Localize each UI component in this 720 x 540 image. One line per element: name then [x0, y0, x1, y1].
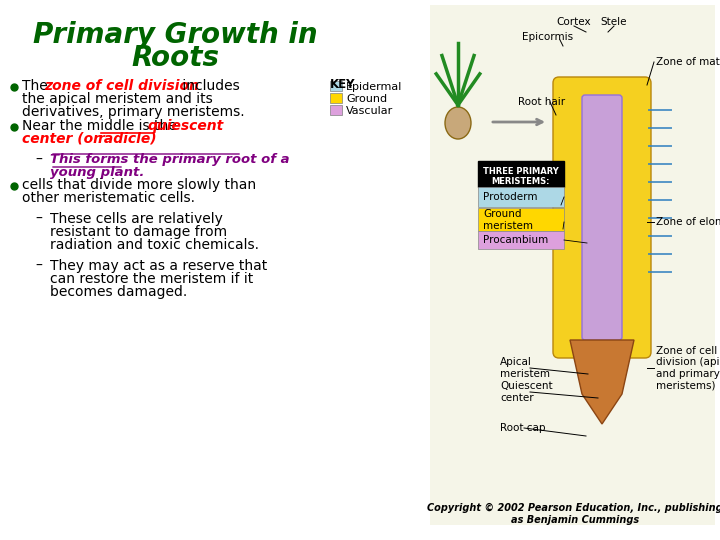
Text: Cortex: Cortex	[557, 17, 591, 27]
FancyBboxPatch shape	[330, 105, 342, 115]
Text: radiation and toxic chemicals.: radiation and toxic chemicals.	[50, 238, 259, 252]
Text: Roots: Roots	[131, 44, 219, 72]
Text: Zone of maturation: Zone of maturation	[656, 57, 720, 67]
Text: –: –	[35, 153, 42, 167]
Text: Root cap: Root cap	[500, 423, 546, 433]
Text: Ground: Ground	[346, 94, 387, 104]
Text: includes: includes	[178, 79, 240, 93]
Text: Primary Growth in: Primary Growth in	[32, 21, 318, 49]
Text: Procambium: Procambium	[483, 235, 548, 245]
Text: derivatives, primary meristems.: derivatives, primary meristems.	[22, 105, 245, 119]
Text: Protoderm: Protoderm	[483, 192, 538, 202]
Text: Apical
meristem: Apical meristem	[500, 357, 550, 379]
Text: can restore the meristem if it: can restore the meristem if it	[50, 272, 253, 286]
Text: Vascular: Vascular	[346, 106, 393, 116]
Text: other meristematic cells.: other meristematic cells.	[22, 191, 195, 205]
FancyBboxPatch shape	[557, 88, 651, 342]
Text: resistant to damage from: resistant to damage from	[50, 225, 227, 239]
Text: They may act as a reserve that: They may act as a reserve that	[50, 259, 267, 273]
Text: Near the middle is the: Near the middle is the	[22, 119, 181, 133]
Text: young plant.: young plant.	[50, 166, 145, 179]
Text: zone of cell division: zone of cell division	[44, 79, 199, 93]
Text: This forms the primary root of a: This forms the primary root of a	[50, 153, 289, 166]
Text: The: The	[22, 79, 52, 93]
Text: –: –	[35, 259, 42, 273]
Text: Ground
meristem: Ground meristem	[483, 209, 533, 231]
Text: THREE PRIMARY: THREE PRIMARY	[483, 166, 559, 176]
Text: Stele: Stele	[600, 17, 627, 27]
FancyBboxPatch shape	[478, 161, 564, 187]
Text: Root hair: Root hair	[518, 97, 565, 107]
Text: Epicormis: Epicormis	[523, 32, 574, 42]
Text: center (or: center (or	[22, 132, 114, 146]
FancyBboxPatch shape	[330, 93, 342, 103]
FancyBboxPatch shape	[478, 231, 564, 249]
Text: Quiescent
center: Quiescent center	[500, 381, 553, 403]
FancyBboxPatch shape	[330, 81, 342, 91]
Text: Zone of elongation: Zone of elongation	[656, 217, 720, 227]
Polygon shape	[570, 340, 634, 424]
Ellipse shape	[445, 107, 471, 139]
FancyBboxPatch shape	[478, 187, 564, 207]
Text: becomes damaged.: becomes damaged.	[50, 285, 187, 299]
Text: KEY: KEY	[330, 78, 356, 91]
FancyBboxPatch shape	[478, 208, 564, 231]
Text: Zone of cell
division (apical
and primary
meristems): Zone of cell division (apical and primar…	[656, 346, 720, 390]
Text: Epidermal: Epidermal	[346, 82, 402, 92]
Text: the apical meristem and its: the apical meristem and its	[22, 92, 212, 106]
FancyBboxPatch shape	[582, 95, 622, 340]
FancyBboxPatch shape	[553, 77, 651, 358]
Text: cells that divide more slowly than: cells that divide more slowly than	[22, 178, 256, 192]
Text: MERISTEMS:: MERISTEMS:	[492, 177, 550, 186]
Text: quiescent: quiescent	[148, 119, 224, 133]
Text: Copyright © 2002 Pearson Education, Inc., publishing
as Benjamin Cummings: Copyright © 2002 Pearson Education, Inc.…	[427, 503, 720, 525]
Text: –: –	[35, 212, 42, 226]
Text: radicle): radicle)	[98, 132, 158, 146]
Text: These cells are relatively: These cells are relatively	[50, 212, 223, 226]
FancyBboxPatch shape	[430, 5, 715, 525]
